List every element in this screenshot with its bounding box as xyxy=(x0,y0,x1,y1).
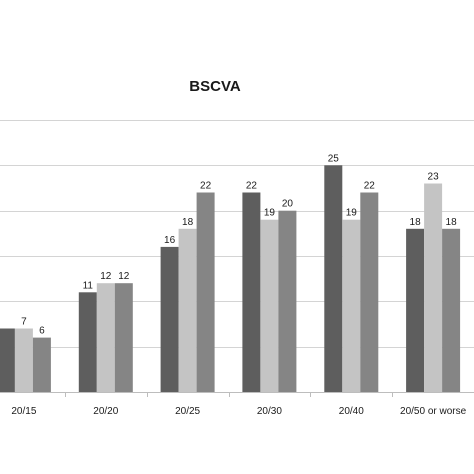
bar-20-30-s1 xyxy=(242,192,261,392)
bar-20-20-s3 xyxy=(114,283,133,392)
data-label: 6 xyxy=(39,326,45,337)
data-label: 18 xyxy=(182,217,194,228)
bar-20-15-s1 xyxy=(0,328,15,392)
bar-20-40-s3 xyxy=(360,192,379,392)
data-label: 22 xyxy=(364,181,376,192)
bar-20-25-s2 xyxy=(178,228,197,392)
bar-20-25-s1 xyxy=(160,246,179,392)
data-label: 12 xyxy=(100,271,112,282)
x-tick-label: 20/15 xyxy=(11,406,36,417)
bar-20-15-s2 xyxy=(14,328,33,392)
bar-20-40-s1 xyxy=(324,165,343,392)
data-label: 12 xyxy=(118,271,130,282)
x-tick-label: 20/25 xyxy=(175,406,200,417)
data-label: 7 xyxy=(21,317,27,328)
x-axis: 20/15 20/20 20/25 20/30 20/40 20/50 or worse xyxy=(11,392,467,417)
data-label: 22 xyxy=(246,181,258,192)
data-label: 11 xyxy=(83,280,94,291)
data-label: 22 xyxy=(200,181,212,192)
data-label: 20 xyxy=(282,199,294,210)
x-tick-label: 20/30 xyxy=(257,406,282,417)
x-tick-label: 20/50 or worse xyxy=(400,406,467,417)
bar-20-20-s1 xyxy=(78,292,97,392)
x-tick-label: 20/40 xyxy=(339,406,364,417)
bar-20-50-or-worse-s2 xyxy=(424,183,443,392)
chart-title: BSCVA xyxy=(189,78,241,95)
bar-20-50-or-worse-s1 xyxy=(406,228,425,392)
bar-20-50-or-worse-s3 xyxy=(442,228,461,392)
data-label: 16 xyxy=(164,235,176,246)
data-label: 18 xyxy=(446,217,458,228)
bar-20-20-s2 xyxy=(96,283,115,392)
bar-20-25-s3 xyxy=(196,192,215,392)
bar-20-30-s2 xyxy=(260,219,279,392)
bar-20-15-s3 xyxy=(32,337,51,392)
data-label: 19 xyxy=(264,208,276,219)
data-label: 19 xyxy=(346,208,358,219)
bars xyxy=(0,165,461,392)
bar-20-40-s2 xyxy=(342,219,361,392)
data-label: 18 xyxy=(410,217,422,228)
data-labels: 7 6 11 12 12 16 18 22 22 19 20 25 19 22 18 23 18 xyxy=(21,153,457,336)
bar-20-30-s3 xyxy=(278,210,297,392)
data-label: 23 xyxy=(428,172,440,183)
data-label: 25 xyxy=(328,153,340,164)
x-tick-label: 20/20 xyxy=(93,406,118,417)
